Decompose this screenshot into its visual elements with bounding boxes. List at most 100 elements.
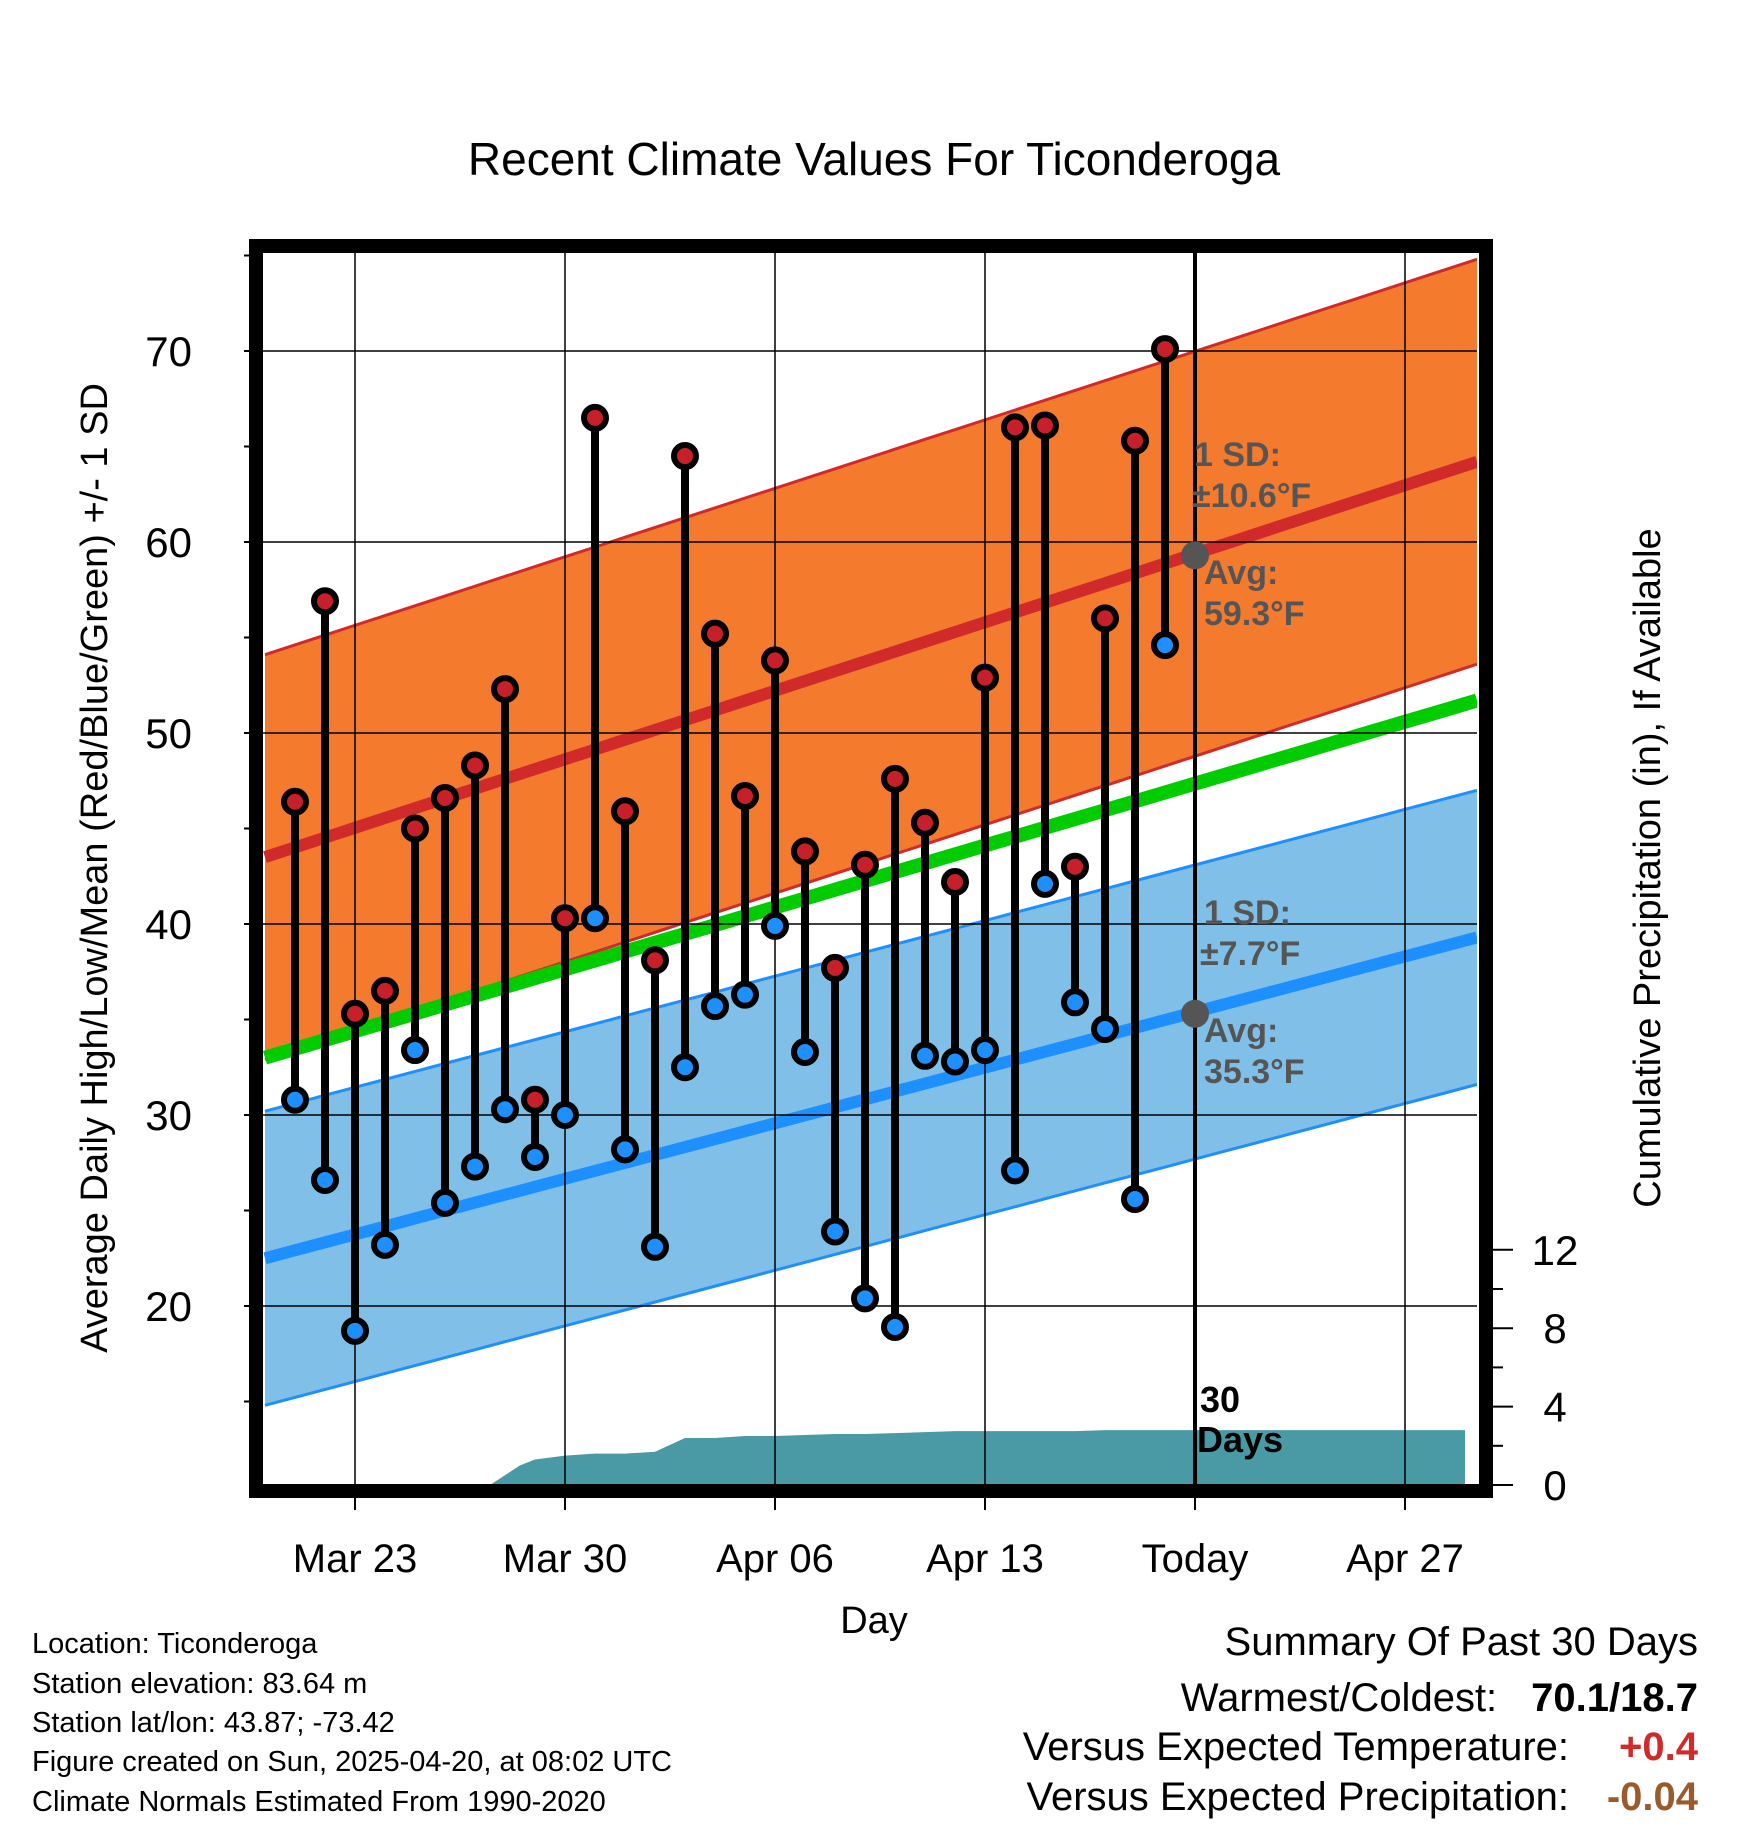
x-tick-label: Apr 13: [926, 1537, 1044, 1581]
daily-low-point: [581, 904, 609, 933]
grid-lines: [262, 247, 1477, 1485]
high-avg-value: 59.3°F: [1204, 595, 1305, 633]
daily-high-point: [521, 1085, 549, 1114]
daily-high-point: [371, 976, 399, 1005]
daily-low-point: [641, 1232, 669, 1261]
summary-warmest-coldest: Warmest/Coldest: 70.1/18.7: [1181, 1676, 1698, 1721]
low-sd-upper-edge: [264, 788, 1477, 1113]
low-avg-label: Avg:: [1204, 1012, 1278, 1050]
y-tick-label-right: 4: [1543, 1384, 1566, 1431]
daily-high-point: [881, 764, 909, 793]
x-tick-label: Mar 23: [293, 1537, 418, 1581]
daily-low-point: [881, 1313, 909, 1342]
daily-low-point: [1091, 1015, 1119, 1044]
daily-high-point: [491, 675, 519, 704]
daily-high-point: [641, 946, 669, 975]
y-tick-label-right: 0: [1543, 1462, 1566, 1509]
y-axis-label-right: Cumulative Precipitation (in), If Availa…: [1627, 528, 1669, 1207]
high-sd-upper-edge: [264, 257, 1477, 657]
info-location: Location: Ticonderoga: [32, 1628, 318, 1660]
summary-temperature: Versus Expected Temperature: +0.4: [1023, 1725, 1698, 1770]
daily-high-point: [1091, 604, 1119, 633]
y-tick-label-left: 30: [145, 1092, 192, 1139]
high-sd-label: 1 SD:: [1194, 436, 1281, 474]
daily-low-point: [971, 1036, 999, 1065]
plot-frame: [249, 239, 1493, 1498]
low-sd-value: ±7.7°F: [1200, 935, 1300, 973]
daily-high-point: [911, 808, 939, 837]
daily-low-point: [671, 1053, 699, 1082]
daily-high-point: [311, 587, 339, 616]
x-tick-label: Apr 06: [716, 1537, 834, 1581]
info-elevation: Station elevation: 83.64 m: [32, 1668, 368, 1700]
today-label-unit: Days: [1197, 1419, 1283, 1460]
high-sd-value: ±10.6°F: [1192, 477, 1311, 515]
daily-low-point: [611, 1135, 639, 1164]
cumulative-precip-area: [265, 1430, 1465, 1485]
daily-high-point: [851, 850, 879, 879]
daily-low-point: [1121, 1185, 1149, 1214]
x-tick-label: Mar 30: [503, 1537, 628, 1581]
summary-title: Summary Of Past 30 Days: [1224, 1620, 1698, 1664]
y-tick-label-left: 60: [145, 519, 192, 566]
high-avg-marker: [1181, 541, 1209, 570]
daily-high-point: [1001, 413, 1029, 442]
daily-low-point: [701, 992, 729, 1021]
daily-low-point: [551, 1101, 579, 1129]
y-tick-label-left: 50: [145, 710, 192, 757]
daily-low-point: [761, 911, 789, 940]
daily-high-point: [1031, 411, 1059, 440]
daily-high-point: [281, 787, 309, 816]
daily-high-point: [551, 904, 579, 933]
y-axis-label-left: Average Daily High/Low/Mean (Red/Blue/Gr…: [74, 383, 116, 1353]
daily-high-point: [431, 783, 459, 812]
daily-high-point: [341, 999, 369, 1028]
daily-low-point: [461, 1152, 489, 1181]
normal-low-line: [263, 931, 1477, 1265]
daily-low-point: [941, 1047, 969, 1076]
summary-warmest-coldest-label: Warmest/Coldest:: [1180, 1676, 1498, 1720]
x-axis-label: Day: [840, 1600, 908, 1642]
daily-high-point: [581, 403, 609, 432]
summary-precip-label: Versus Expected Precipitation:: [1026, 1775, 1569, 1819]
daily-high-point: [1121, 426, 1149, 455]
daily-low-point: [281, 1085, 309, 1114]
info-created: Figure created on Sun, 2025-04-20, at 08…: [32, 1746, 672, 1778]
y-tick-label-left: 40: [145, 901, 192, 948]
daily-low-point: [431, 1188, 459, 1217]
daily-bars: [281, 335, 1179, 1345]
daily-high-point: [1151, 335, 1179, 364]
daily-low-point: [731, 980, 759, 1009]
summary-precipitation: Versus Expected Precipitation: -0.04: [1026, 1775, 1698, 1820]
daily-high-point: [941, 867, 969, 896]
plot-area: [263, 257, 1477, 1485]
daily-low-point: [1061, 988, 1089, 1017]
daily-high-point: [671, 442, 699, 471]
daily-low-point: [1001, 1156, 1029, 1185]
summary-warmest-coldest-value: 70.1/18.7: [1531, 1676, 1698, 1720]
daily-low-point: [1031, 869, 1059, 898]
normal-high-line: [263, 456, 1477, 863]
daily-high-point: [731, 782, 759, 811]
daily-low-point: [371, 1230, 399, 1259]
y-tick-label-left: 70: [145, 328, 192, 375]
high-avg-label: Avg:: [1204, 554, 1278, 592]
today-label-count: 30: [1200, 1379, 1240, 1420]
daily-high-point: [461, 751, 489, 780]
low-avg-marker: [1181, 999, 1209, 1028]
chart-title: Recent Climate Values For Ticonderoga: [468, 133, 1281, 185]
daily-high-point: [701, 619, 729, 648]
y-tick-label-right: 8: [1543, 1305, 1566, 1352]
normal-mean-line: [263, 693, 1477, 1065]
daily-low-point: [791, 1037, 819, 1066]
y-tick-label-left: 20: [145, 1283, 192, 1330]
x-tick-label: Apr 27: [1346, 1537, 1464, 1581]
x-tick-label: Today: [1142, 1537, 1249, 1581]
axes: 20 30 40 50 60 70 0 4 8 12 Mar 23 Mar 30 Apr 06 Apr 1…: [145, 254, 1579, 1581]
low-sd-lower-edge: [264, 1082, 1477, 1407]
daily-high-point: [971, 663, 999, 692]
y-tick-label-right: 12: [1532, 1227, 1579, 1274]
daily-low-point: [521, 1143, 549, 1172]
